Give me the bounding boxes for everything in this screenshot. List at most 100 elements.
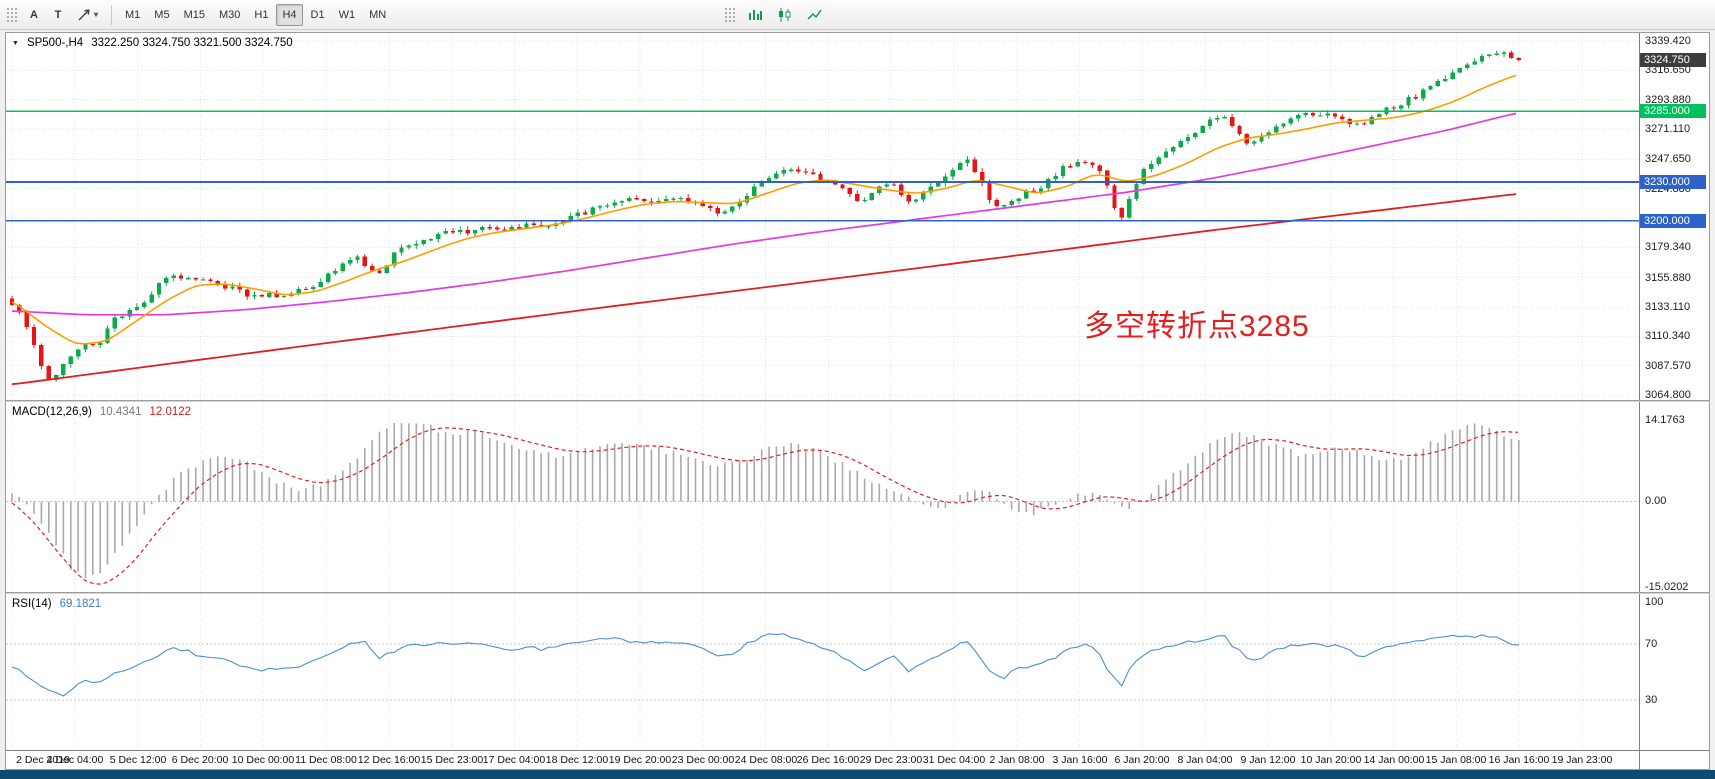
timeframe-m5-button[interactable]: M5 xyxy=(154,8,170,21)
bar-chart-icon[interactable] xyxy=(741,4,769,26)
time-axis-label: 10 Jan 20:00 xyxy=(1300,754,1362,766)
timeframe-w1-button[interactable]: W1 xyxy=(338,8,356,21)
rsi-line xyxy=(11,633,1519,697)
time-axis-label: 24 Dec 08:00 xyxy=(734,754,798,766)
grid xyxy=(6,33,1639,400)
time-axis-label: 10 Dec 00:00 xyxy=(231,754,295,766)
time-axis-label: 19 Dec 20:00 xyxy=(608,754,672,766)
ma-fast-orange xyxy=(11,74,1517,345)
timeframe-m15-button[interactable]: M15 xyxy=(183,8,205,21)
line-chart-icon[interactable] xyxy=(801,4,829,26)
symbol-dropdown-icon[interactable]: ▼ xyxy=(12,39,19,47)
text-tool-button[interactable]: T xyxy=(54,8,62,21)
time-axis-label: 14 Jan 00:00 xyxy=(1363,754,1425,766)
macd-scale-min: -15.0202 xyxy=(1645,581,1689,593)
rsi-name: RSI(14) xyxy=(12,598,52,610)
price-axis-label: 3293.880 xyxy=(1645,94,1691,106)
macd-signal-line xyxy=(11,427,1519,585)
diagonal-arrow-icon xyxy=(78,8,90,20)
grid xyxy=(11,594,1583,750)
rsi-level-70: 70 xyxy=(1645,638,1658,650)
rsi-level-100: 100 xyxy=(1645,596,1664,608)
macd-scale-zero: 0.00 xyxy=(1645,495,1667,507)
price-chart-canvas[interactable] xyxy=(6,33,1639,400)
ohlc-values: 3322.250 3324.750 3321.500 3324.750 xyxy=(91,37,293,49)
macd-axis[interactable]: 14.1763 0.00 -15.0202 xyxy=(1639,402,1709,593)
time-axis-label: 2 Dec 2019 xyxy=(16,754,70,766)
time-axis-label: 3 Jan 16:00 xyxy=(1052,754,1108,766)
ma-slow-red xyxy=(11,193,1517,386)
timeframe-h4-button[interactable]: H4 xyxy=(276,3,303,26)
timeframe-m30-button[interactable]: M30 xyxy=(218,8,241,21)
timeframe-mn-button[interactable]: MN xyxy=(369,8,387,21)
price-axis-label: 3179.340 xyxy=(1645,241,1691,253)
current-price-tag: 3324.750 xyxy=(1640,53,1706,67)
rsi-value: 69.1821 xyxy=(59,598,102,610)
hline-price-tag: 3200.000 xyxy=(1640,214,1706,228)
rsi-axis[interactable]: 100 70 30 xyxy=(1639,594,1709,750)
axis-corner xyxy=(1639,751,1709,769)
rsi-canvas[interactable] xyxy=(6,594,1639,750)
time-axis-label: 6 Jan 20:00 xyxy=(1114,754,1170,766)
time-axis-label: 8 Jan 04:00 xyxy=(1177,754,1233,766)
time-axis[interactable]: 2 Dec 2019 4 Dec 04:00 5 Dec 12:00 6 Dec 20… xyxy=(6,750,1709,769)
rsi-level-30: 30 xyxy=(1645,694,1658,706)
symbol-period: SP500-,H4 xyxy=(26,37,84,49)
time-axis-label: 9 Jan 12:00 xyxy=(1240,754,1296,766)
toolbar-separator xyxy=(111,4,113,25)
price-axis[interactable]: 3339.420 3316.650 3293.880 3271.110 3247.650… xyxy=(1639,33,1709,401)
macd-pane: MACD(12,26,9) 10.4341 12.0122 14.1763 0.… xyxy=(6,402,1709,593)
time-axis-label: 18 Dec 12:00 xyxy=(545,754,609,766)
chart-type-group xyxy=(740,4,830,26)
price-axis-label: 3339.420 xyxy=(1645,35,1691,47)
dropdown-caret-icon: ▾ xyxy=(94,10,99,19)
timeframes-group: M1 M5 M15 M30 H1 H4 D1 W1 MN xyxy=(118,3,393,26)
toolbar-grip[interactable] xyxy=(5,5,17,24)
price-axis-label: 3110.340 xyxy=(1645,330,1691,342)
time-axis-label: 15 Jan 08:00 xyxy=(1425,754,1487,766)
rsi-pane: RSI(14) 69.1821 100 70 30 xyxy=(6,594,1709,750)
price-axis-label: 3271.110 xyxy=(1645,123,1691,135)
hline-price-tag: 3285.000 xyxy=(1640,104,1706,118)
macd-scale-max: 14.1763 xyxy=(1645,414,1685,426)
macd-name: MACD(12,26,9) xyxy=(12,406,92,418)
label-tool-button[interactable]: A xyxy=(30,8,38,21)
timeframe-m1-button[interactable]: M1 xyxy=(125,8,141,21)
timeframe-h1-button[interactable]: H1 xyxy=(254,8,269,21)
time-axis-label: 15 Dec 23:00 xyxy=(420,754,484,766)
time-axis-label: 11 Dec 08:00 xyxy=(295,754,357,766)
time-axis-label: 16 Jan 16:00 xyxy=(1488,754,1550,766)
time-axis-label: 12 Dec 16:00 xyxy=(357,754,421,766)
price-axis-label: 3316.650 xyxy=(1645,64,1691,76)
price-axis-label: 3064.800 xyxy=(1645,389,1691,401)
price-axis-label: 3247.650 xyxy=(1645,153,1691,165)
price-axis-label: 3133.110 xyxy=(1645,301,1691,313)
toolbar-grip[interactable] xyxy=(723,5,736,24)
time-axis-label: 26 Dec 16:00 xyxy=(796,754,860,766)
price-axis-label: 3087.570 xyxy=(1645,360,1691,372)
time-axis-label: 23 Dec 00:00 xyxy=(671,754,735,766)
timeframe-d1-button[interactable]: D1 xyxy=(310,8,325,21)
pane-separator[interactable] xyxy=(6,400,1709,402)
macd-canvas[interactable] xyxy=(6,402,1639,592)
price-pane: ▼ SP500-,H4 3322.250 3324.750 3321.500 3… xyxy=(6,33,1709,401)
time-axis-label: 31 Dec 04:00 xyxy=(922,754,986,766)
candlestick-chart-icon[interactable] xyxy=(771,4,799,26)
time-axis-label: 29 Dec 23:00 xyxy=(859,754,923,766)
chart-annotation-text[interactable]: 多空转折点3285 xyxy=(1084,310,1310,343)
macd-signal-value: 12.0122 xyxy=(149,406,192,418)
time-axis-label: 5 Dec 12:00 xyxy=(109,754,167,766)
chart-header: ▼ SP500-,H4 3322.250 3324.750 3321.500 3… xyxy=(12,37,293,49)
time-axis-label: 17 Dec 04:00 xyxy=(482,754,546,766)
macd-value: 10.4341 xyxy=(99,406,142,418)
draw-arrow-tool[interactable]: ▾ xyxy=(71,4,104,26)
status-strip xyxy=(0,770,1715,779)
time-axis-label: 19 Jan 23:00 xyxy=(1551,754,1613,766)
time-axis-label: 6 Dec 20:00 xyxy=(171,754,229,766)
pane-separator[interactable] xyxy=(6,592,1709,594)
price-axis-label: 3155.880 xyxy=(1645,272,1691,284)
hline-price-tag: 3230.000 xyxy=(1640,175,1706,189)
time-axis-label: 2 Jan 08:00 xyxy=(989,754,1045,766)
